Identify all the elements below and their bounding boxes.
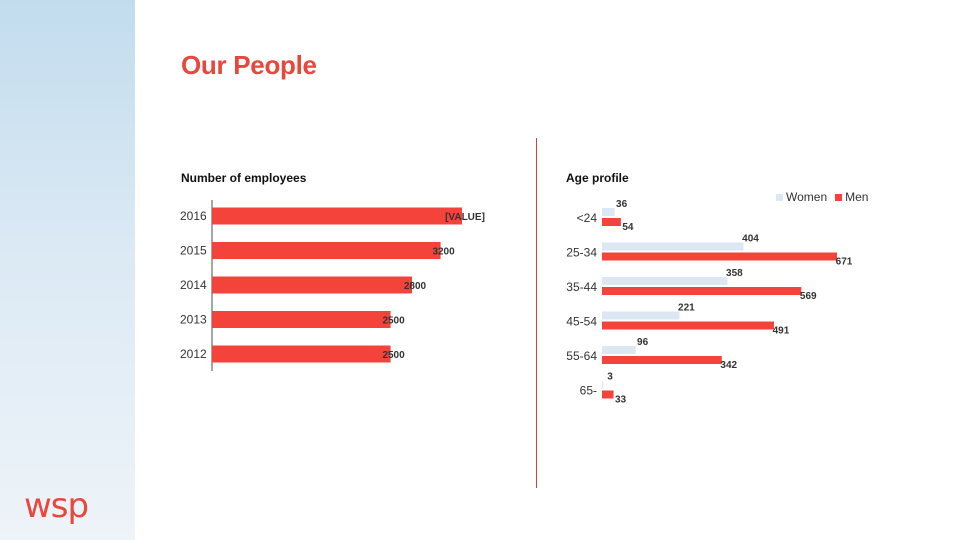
bar-women-35-44: [602, 277, 728, 285]
bar-2014: [212, 276, 412, 294]
legend-women-swatch: [776, 194, 783, 202]
value-label-2012: 2500: [382, 350, 405, 361]
bar-2012: [212, 345, 391, 363]
age-chart-title: Age profile: [566, 171, 629, 185]
bar-women-55-64: [602, 346, 636, 354]
category-label-2013: 2013: [180, 313, 207, 327]
age-label-65: 65-: [580, 384, 597, 398]
value-label-women-45-54: 221: [678, 303, 695, 314]
wsp-logo: wsp: [24, 486, 89, 526]
value-label-men-35-44: 569: [800, 291, 817, 302]
bar-women-45-54: [602, 311, 680, 320]
value-label-2014: 2800: [404, 281, 427, 292]
value-label-men-24: 54: [622, 222, 634, 233]
bar-women-65: [602, 380, 604, 389]
legend-women: Women: [776, 190, 827, 204]
value-label-2016: [VALUE]: [445, 212, 485, 223]
bar-women-25-34: [602, 242, 744, 251]
category-label-2012: 2012: [180, 347, 207, 361]
value-label-men-25-34: 671: [836, 257, 853, 268]
employees-chart-title: Number of employees: [181, 171, 307, 185]
value-label-women-24: 36: [616, 199, 628, 210]
value-label-men-45-54: 491: [773, 326, 790, 337]
bar-men-55-64: [602, 356, 722, 364]
bar-men-24: [602, 218, 621, 226]
age-chart-legend: Women Men: [776, 190, 868, 204]
age-label-25-34: 25-34: [566, 246, 597, 260]
category-label-2014: 2014: [180, 278, 207, 292]
value-label-women-55-64: 96: [637, 337, 649, 348]
bar-2015: [212, 242, 441, 259]
sidebar-panel: [0, 0, 135, 540]
page-title: Our People: [181, 50, 317, 80]
bar-men-45-54: [602, 321, 774, 330]
legend-men-label: Men: [845, 190, 869, 204]
bar-men-65: [602, 390, 614, 399]
bar-2013: [212, 311, 391, 328]
value-label-women-25-34: 404: [742, 234, 759, 245]
value-label-women-65: 3: [607, 372, 613, 383]
age-label-55-64: 55-64: [566, 349, 597, 363]
category-label-2016: 2016: [180, 209, 207, 223]
legend-women-label: Women: [786, 190, 828, 204]
age-label-24: <24: [577, 211, 598, 225]
age-label-45-54: 45-54: [566, 315, 597, 329]
value-label-men-55-64: 342: [720, 360, 737, 371]
value-label-women-35-44: 358: [726, 268, 743, 279]
chart-divider: [536, 138, 537, 488]
bar-women-24: [602, 208, 615, 216]
legend-men-swatch: [835, 194, 843, 202]
bar-men-35-44: [602, 287, 802, 295]
bar-2016: [212, 207, 462, 225]
value-label-2013: 2500: [382, 316, 405, 327]
category-label-2015: 2015: [180, 244, 207, 258]
value-label-2015: 3200: [432, 247, 455, 258]
bar-men-25-34: [602, 252, 837, 261]
value-label-men-65: 33: [615, 395, 627, 406]
legend-men: Men: [835, 190, 868, 204]
age-label-35-44: 35-44: [566, 280, 597, 294]
